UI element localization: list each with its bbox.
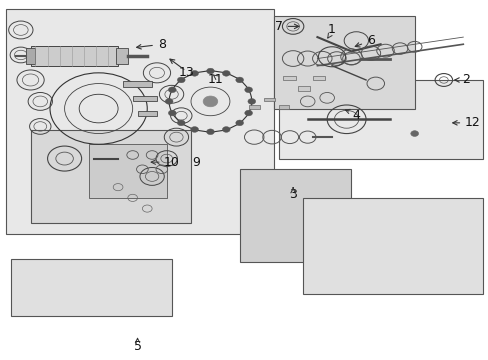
Text: 8: 8 (136, 38, 165, 51)
Text: 3: 3 (288, 188, 296, 201)
Bar (132, 96, 157, 102)
Bar (239, 169, 351, 262)
Circle shape (235, 120, 243, 126)
Text: 13: 13 (178, 66, 194, 79)
Bar (30, 46, 118, 66)
Circle shape (190, 127, 198, 132)
Circle shape (222, 127, 230, 132)
Circle shape (190, 71, 198, 76)
Text: 7: 7 (274, 20, 298, 33)
Bar (312, 76, 324, 80)
Bar (116, 48, 127, 64)
Bar (6, 9, 273, 234)
Bar (30, 130, 191, 223)
Bar (264, 98, 274, 102)
Bar (249, 105, 260, 109)
Bar (278, 80, 482, 158)
Circle shape (177, 77, 185, 83)
Bar (11, 258, 171, 316)
Text: 11: 11 (207, 73, 223, 86)
Text: 12: 12 (452, 116, 480, 129)
Bar (278, 105, 288, 109)
Bar (89, 144, 166, 198)
Circle shape (203, 96, 217, 107)
Text: 6: 6 (354, 34, 374, 47)
Bar (26, 48, 35, 64)
Text: 1: 1 (327, 23, 335, 36)
Text: 9: 9 (192, 156, 200, 168)
Bar (297, 86, 309, 91)
Circle shape (244, 87, 252, 93)
Bar (122, 81, 152, 87)
Circle shape (244, 110, 252, 116)
Circle shape (168, 110, 176, 116)
Bar (302, 198, 482, 294)
Circle shape (222, 71, 230, 76)
Text: 2: 2 (454, 73, 468, 86)
Circle shape (247, 99, 255, 104)
Circle shape (206, 68, 214, 74)
Text: 5: 5 (133, 339, 141, 352)
Circle shape (206, 129, 214, 135)
Text: 10: 10 (163, 156, 179, 168)
Bar (273, 16, 414, 109)
Bar (137, 111, 157, 116)
Circle shape (410, 131, 418, 136)
Text: 4: 4 (352, 109, 360, 122)
Circle shape (168, 87, 176, 93)
Circle shape (165, 99, 173, 104)
Bar (283, 76, 295, 80)
Circle shape (235, 77, 243, 83)
Circle shape (177, 120, 185, 126)
